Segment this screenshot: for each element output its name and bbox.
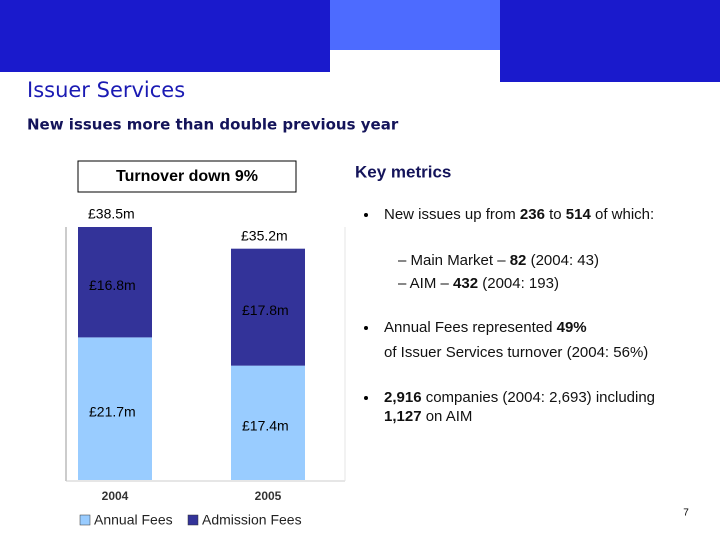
legend-label: Annual Fees [94, 512, 173, 528]
bullet [364, 326, 368, 330]
metric-text: to [545, 206, 566, 223]
metric-text: 432 [453, 275, 478, 292]
metric-text: of Issuer Services turnover (2004: 56%) [384, 344, 648, 361]
metric-text: of which: [591, 206, 654, 223]
legend-swatch [79, 514, 91, 526]
metric-text: – Main Market – [398, 252, 510, 269]
bullet [364, 396, 368, 400]
metric-text: Annual Fees represented [384, 319, 557, 336]
metric-text: (2004: 193) [478, 275, 559, 292]
total-label: £38.5m [88, 206, 135, 222]
metric-text: 82 [510, 252, 527, 269]
subtitle: New issues more than double previous yea… [27, 116, 399, 134]
legend-swatch [187, 514, 199, 526]
metric-text: 514 [566, 206, 592, 223]
metric-line: Annual Fees represented 49% [384, 319, 587, 336]
x-tick-label: 2005 [255, 489, 282, 503]
metric-text: 49% [557, 319, 587, 336]
metric-text: 236 [520, 206, 545, 223]
bar-segment [231, 248, 305, 366]
total-label: £35.2m [241, 227, 288, 243]
bullet [364, 213, 368, 217]
metric-line: 1,127 on AIM [384, 408, 472, 425]
value-label: £16.8m [89, 277, 136, 293]
metric-text: New issues up from [384, 206, 520, 223]
chart-heading: Turnover down 9% [116, 168, 258, 185]
legend-label: Admission Fees [202, 512, 302, 528]
metric-line: – AIM – 432 (2004: 193) [398, 275, 559, 292]
value-label: £17.4m [242, 418, 289, 434]
bar-segment [78, 337, 152, 480]
metric-line: 2,916 companies (2004: 2,693) including [384, 389, 655, 406]
chart-heading-box [77, 160, 297, 193]
metric-text: (2004: 43) [526, 252, 599, 269]
metric-text: companies (2004: 2,693) including [422, 389, 655, 406]
metrics-title: Key metrics [355, 162, 451, 181]
value-label: £17.8m [242, 302, 289, 318]
bar-segment [231, 365, 305, 480]
metric-text: 2,916 [384, 389, 422, 406]
metric-line: of Issuer Services turnover (2004: 56%) [384, 344, 648, 361]
metric-text: – AIM – [398, 275, 453, 292]
x-tick-label: 2004 [102, 489, 129, 503]
bar-segment [78, 227, 152, 338]
metric-text: on AIM [422, 408, 473, 425]
metric-text: 1,127 [384, 408, 422, 425]
header-accent [330, 0, 500, 50]
title: Issuer Services [27, 78, 185, 102]
page-number: 7 [683, 508, 689, 519]
metric-line: New issues up from 236 to 514 of which: [384, 206, 654, 223]
metric-line: – Main Market – 82 (2004: 43) [398, 252, 599, 269]
value-label: £21.7m [89, 403, 136, 419]
